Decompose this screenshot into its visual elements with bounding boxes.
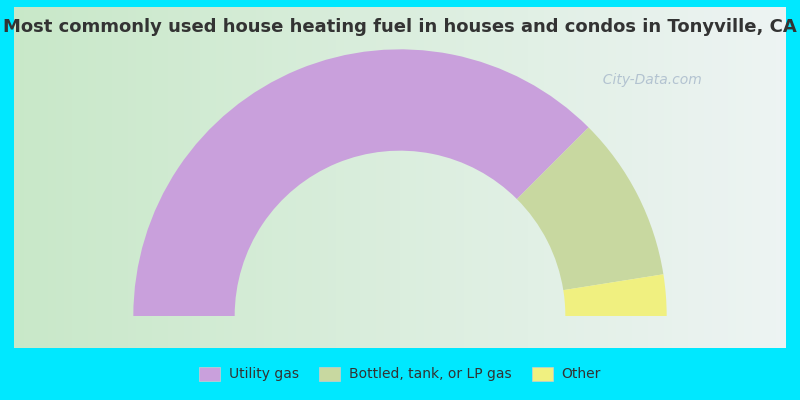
Legend: Utility gas, Bottled, tank, or LP gas, Other: Utility gas, Bottled, tank, or LP gas, O… [194, 361, 606, 387]
FancyBboxPatch shape [0, 0, 14, 400]
Wedge shape [563, 274, 666, 316]
Text: City-Data.com: City-Data.com [594, 73, 702, 87]
Text: Most commonly used house heating fuel in houses and condos in Tonyville, CA: Most commonly used house heating fuel in… [3, 18, 797, 36]
Wedge shape [134, 49, 589, 316]
FancyBboxPatch shape [0, 0, 800, 7]
Wedge shape [517, 128, 663, 290]
FancyBboxPatch shape [0, 348, 800, 400]
FancyBboxPatch shape [786, 0, 800, 400]
